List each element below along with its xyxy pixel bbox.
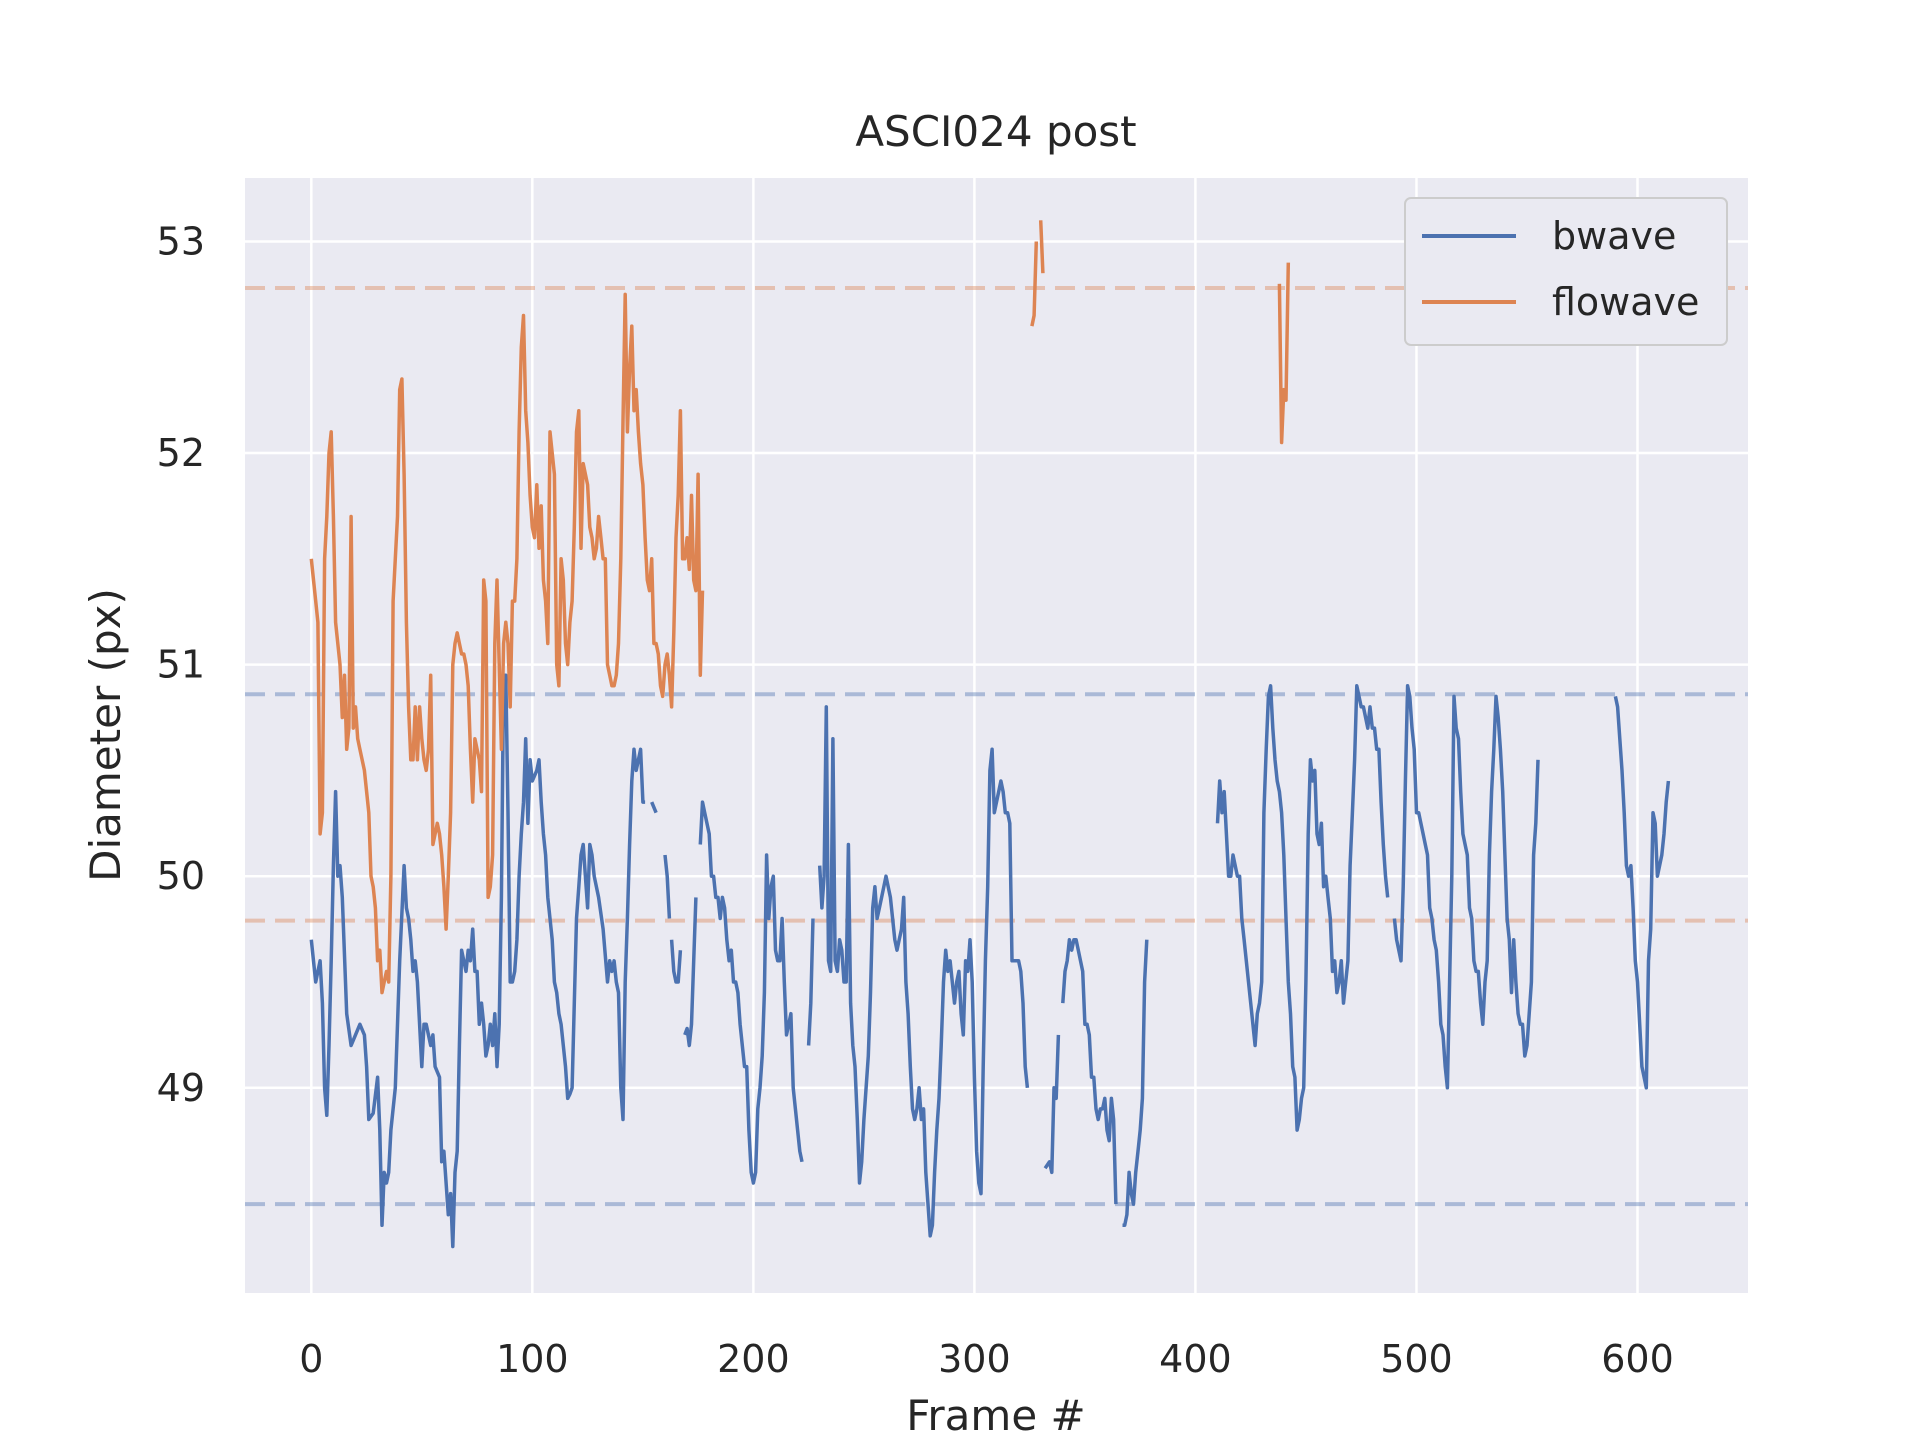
x-tick-label: 100 bbox=[496, 1337, 569, 1381]
x-tick-label: 600 bbox=[1601, 1337, 1674, 1381]
y-tick-label: 53 bbox=[157, 219, 205, 263]
y-tick-label: 50 bbox=[157, 854, 205, 898]
series-line-bwave bbox=[1215, 684, 1390, 1132]
y-tick-label: 49 bbox=[157, 1066, 205, 1110]
series-line-bwave bbox=[1061, 937, 1118, 1205]
series-line-bwave bbox=[698, 800, 804, 1185]
series-line-bwave bbox=[650, 801, 658, 814]
series-line-bwave bbox=[1122, 939, 1149, 1228]
series-line-bwave bbox=[669, 939, 683, 984]
x-tick-label: 500 bbox=[1380, 1337, 1453, 1381]
series-line-bwave bbox=[806, 918, 815, 1046]
x-axis-label: Frame # bbox=[906, 1391, 1085, 1440]
chart-title: ASCI024 post bbox=[855, 107, 1136, 156]
series-line-bwave bbox=[1392, 684, 1540, 1090]
series-line-flowave bbox=[1277, 262, 1291, 445]
x-tick-label: 200 bbox=[717, 1337, 790, 1381]
grid-lines bbox=[245, 178, 1748, 1293]
legend-label-flowave: flowave bbox=[1552, 280, 1699, 324]
x-tick-label: 0 bbox=[299, 1337, 323, 1381]
series-line-flowave bbox=[309, 292, 705, 995]
series-lines bbox=[309, 220, 1671, 1249]
series-line-bwave bbox=[1613, 696, 1671, 1090]
legend-label-bwave: bwave bbox=[1552, 214, 1676, 258]
y-tick-label: 51 bbox=[157, 643, 205, 687]
series-line-bwave bbox=[683, 897, 698, 1048]
x-tick-label: 300 bbox=[938, 1337, 1011, 1381]
series-line-flowave bbox=[1030, 241, 1039, 327]
legend: bwave flowave bbox=[1404, 197, 1728, 346]
y-axis-label: Diameter (px) bbox=[81, 588, 130, 882]
y-tick-label: 52 bbox=[157, 431, 205, 475]
y-tick-labels: 49 50 51 52 53 bbox=[157, 219, 205, 1109]
series-line-bwave bbox=[663, 854, 672, 919]
series-line-bwave bbox=[309, 673, 646, 1249]
x-tick-labels: 0 100 200 300 400 500 600 bbox=[299, 1337, 1674, 1381]
series-line-bwave bbox=[1043, 1034, 1061, 1175]
x-tick-label: 400 bbox=[1159, 1337, 1232, 1381]
series-line-bwave bbox=[817, 705, 1030, 1238]
series-line-flowave bbox=[1038, 220, 1045, 274]
